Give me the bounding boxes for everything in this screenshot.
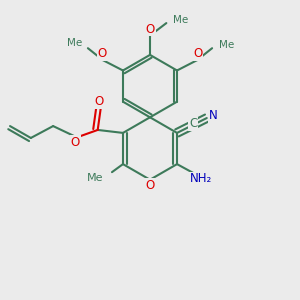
Text: Me: Me [173, 14, 188, 25]
Text: O: O [71, 136, 80, 149]
Text: O: O [94, 95, 104, 109]
Text: Me: Me [67, 38, 82, 48]
Text: N: N [209, 109, 218, 122]
Text: O: O [146, 22, 154, 35]
Text: C: C [189, 118, 197, 130]
Text: O: O [146, 178, 154, 192]
Text: NH₂: NH₂ [190, 172, 212, 185]
Text: O: O [98, 47, 107, 60]
Text: Me: Me [219, 40, 234, 50]
Text: O: O [193, 47, 203, 60]
Text: Me: Me [87, 173, 104, 183]
